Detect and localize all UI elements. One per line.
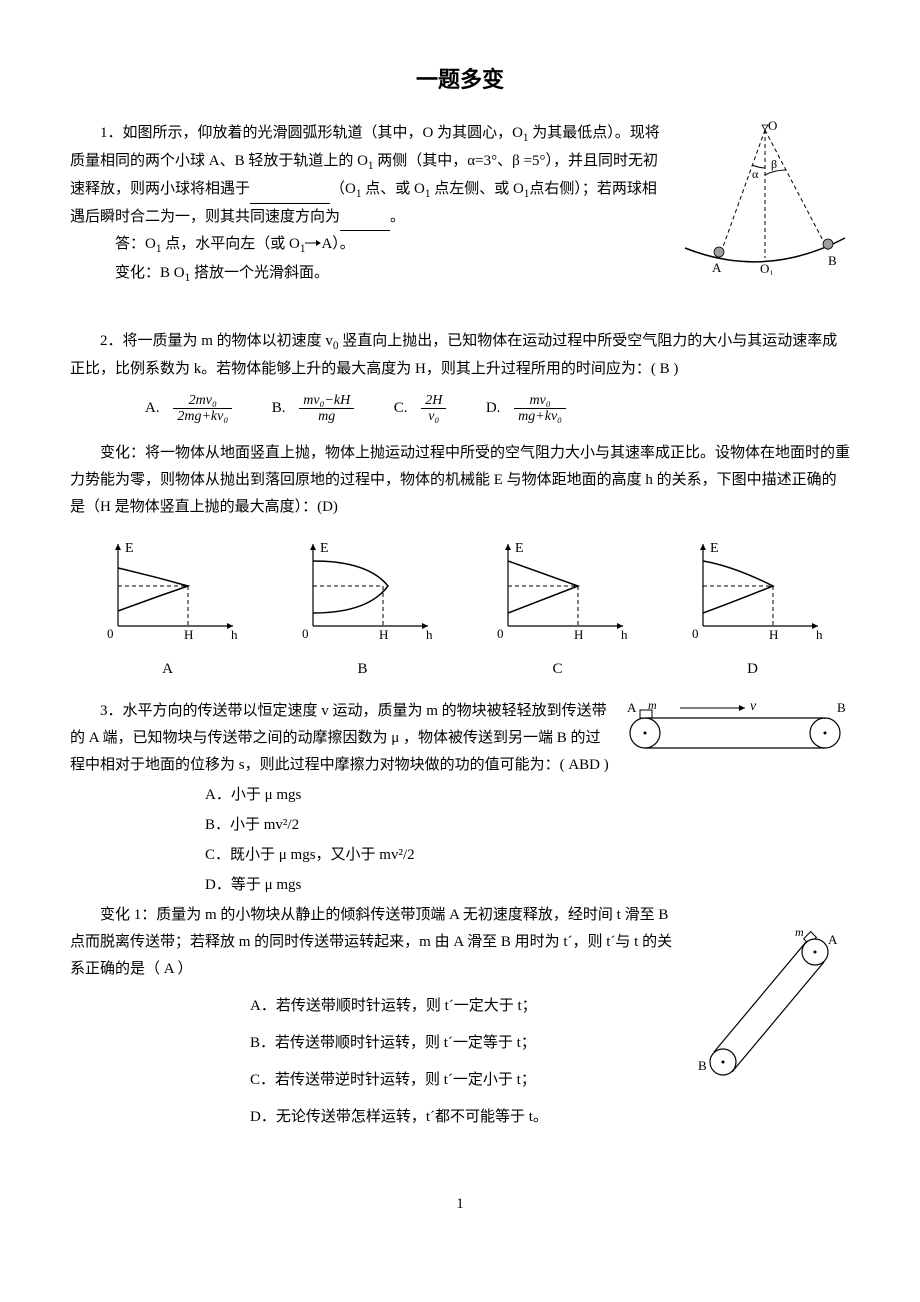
svg-text:h: h bbox=[816, 627, 823, 642]
svg-text:h: h bbox=[426, 627, 433, 642]
svg-text:0: 0 bbox=[692, 626, 699, 641]
q3-opt-D: D．等于 μ mgs bbox=[205, 872, 850, 899]
q3-opt-C: C．既小于 μ mgs，又小于 mv²/2 bbox=[205, 842, 850, 869]
q3v1-opt-D: D．无论传送带怎样运转，t´都不可能等于 t。 bbox=[250, 1104, 850, 1131]
svg-text:E: E bbox=[125, 541, 134, 556]
B-label: B bbox=[828, 253, 837, 268]
q1-figure: α β O O₁ A B bbox=[680, 120, 850, 285]
svg-text:0: 0 bbox=[497, 626, 504, 641]
alpha-label: α bbox=[752, 167, 759, 181]
q1-blank1 bbox=[250, 185, 330, 204]
O1-label: O₁ bbox=[760, 261, 774, 275]
q3-var1-figure: m A B bbox=[690, 922, 850, 1102]
O-label: O bbox=[768, 120, 777, 133]
q2-variation: 变化：将一物体从地面竖直上抛，物体上抛运动过程中所受的空气阻力大小与其速率成正比… bbox=[70, 440, 850, 521]
q3-opt-A: A．小于 μ mgs bbox=[205, 782, 850, 809]
svg-text:H: H bbox=[574, 627, 583, 642]
svg-text:H: H bbox=[379, 627, 388, 642]
page-title: 一题多变 bbox=[70, 60, 850, 100]
q3-figure-belt: A m v B bbox=[620, 698, 850, 768]
svg-text:h: h bbox=[231, 627, 238, 642]
A-label: A bbox=[712, 260, 722, 275]
svg-text:m: m bbox=[795, 925, 804, 939]
graph-C: E 0 H h C bbox=[483, 536, 633, 683]
svg-text:0: 0 bbox=[107, 626, 114, 641]
svg-text:v: v bbox=[750, 699, 757, 714]
svg-text:A: A bbox=[627, 700, 637, 715]
q3-options: A．小于 μ mgs B．小于 mv²/2 C．既小于 μ mgs，又小于 mv… bbox=[70, 782, 850, 899]
svg-text:E: E bbox=[320, 541, 329, 556]
graph-D: E 0 H h D bbox=[678, 536, 828, 683]
q2-graphs: E 0 H h A E 0 H h B bbox=[70, 536, 850, 683]
page-number: 1 bbox=[70, 1191, 850, 1218]
graph-A: E 0 H h A bbox=[93, 536, 243, 683]
svg-text:E: E bbox=[515, 541, 524, 556]
q3-opt-B: B．小于 mv²/2 bbox=[205, 812, 850, 839]
svg-text:H: H bbox=[184, 627, 193, 642]
svg-text:B: B bbox=[698, 1058, 707, 1073]
q2-stem: 2．将一质量为 m 的物体以初速度 v0 竖直向上抛出，已知物体在运动过程中所受… bbox=[70, 328, 850, 383]
svg-text:A: A bbox=[828, 932, 838, 947]
q1-blank2 bbox=[340, 212, 390, 231]
svg-text:B: B bbox=[837, 700, 846, 715]
svg-text:0: 0 bbox=[302, 626, 309, 641]
svg-text:H: H bbox=[769, 627, 778, 642]
q2-options: A. 2mv₀2mg+kv₀ B. mv₀−kHmg C. 2Hv₀ D. mv… bbox=[70, 393, 850, 425]
svg-text:E: E bbox=[710, 541, 719, 556]
svg-text:h: h bbox=[621, 627, 628, 642]
graph-B: E 0 H h B bbox=[288, 536, 438, 683]
beta-label: β bbox=[771, 157, 777, 171]
